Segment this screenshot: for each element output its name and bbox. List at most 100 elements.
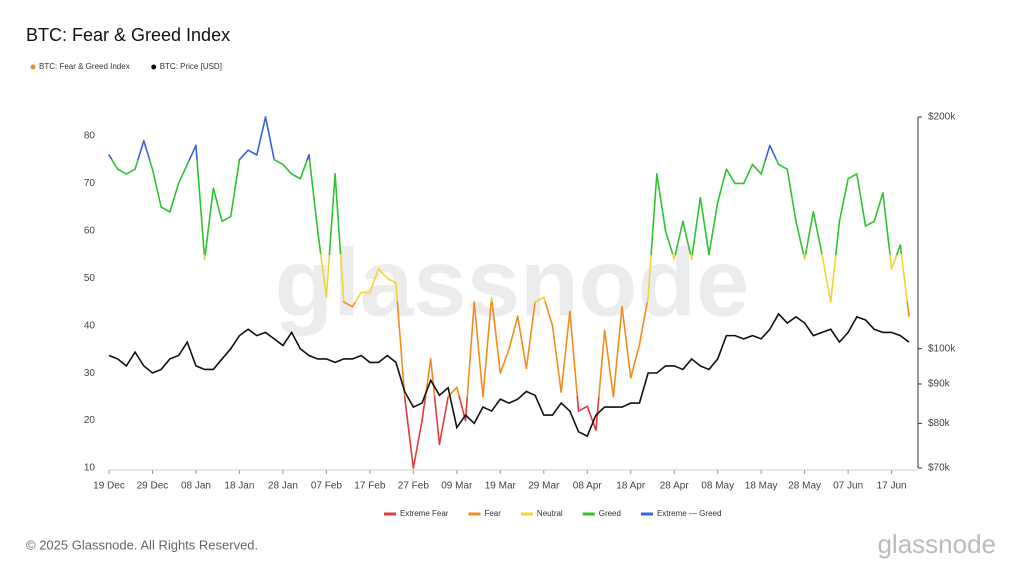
fear-greed-segment (290, 173, 302, 180)
fear-greed-segment (650, 173, 658, 256)
fear-greed-segment (148, 158, 154, 170)
fear-greed-segment (108, 154, 113, 161)
fear-greed-segment (804, 211, 815, 256)
fear-greed-segment (906, 301, 910, 318)
fear-greed-segment (516, 315, 528, 370)
fear-greed-segment (351, 301, 357, 308)
fear-greed-segment (299, 158, 309, 180)
fear-greed-segment (320, 253, 328, 299)
fear-greed-segment (576, 396, 580, 412)
fear-greed-segment (395, 282, 399, 303)
fear-greed-segment (890, 253, 898, 270)
fear-greed-segment (847, 173, 858, 180)
fear-greed-segment (142, 139, 151, 161)
y2-tick-label: $90k (928, 379, 951, 390)
y2-tick-label: $70k (928, 463, 951, 474)
fear-greed-segment (598, 329, 606, 398)
fear-greed-segment (612, 305, 623, 398)
fear-greed-segment (764, 144, 771, 161)
fear-greed-segment (629, 343, 641, 379)
x-tick-label: 07 Jun (833, 481, 863, 492)
fear-greed-segment (682, 220, 692, 256)
fear-greed-segment (708, 201, 719, 256)
fear-greed-segment (464, 396, 469, 422)
fear-greed-segment (569, 310, 579, 398)
price-line (108, 312, 910, 438)
fear-greed-segment (369, 267, 380, 294)
fear-greed-segment (238, 149, 249, 161)
fear-greed-segment (899, 244, 903, 256)
x-tick-label: 19 Dec (93, 481, 125, 492)
fear-greed-segment (334, 173, 342, 256)
y-tick-label: 70 (84, 178, 96, 189)
fear-greed-segment (137, 139, 145, 161)
x-tick-label: 18 Apr (616, 481, 646, 492)
fear-greed-segment (247, 149, 258, 156)
y-tick-label: 10 (84, 463, 96, 474)
fear-greed-segment (421, 396, 427, 422)
fear-greed-segment (889, 253, 893, 270)
fear-greed-segment (188, 144, 197, 161)
fear-greed-segment (560, 310, 571, 393)
footer: © 2025 Glassnode. All Rights Reserved. (26, 537, 258, 552)
fear-greed-segment (308, 158, 319, 232)
fear-greed-segment (151, 168, 162, 208)
y-tick-label: 50 (84, 273, 96, 284)
fear-greed-segment (812, 211, 823, 256)
fear-greed-segment (674, 220, 684, 256)
legend-marker (151, 64, 157, 70)
fear-greed-segment (821, 253, 832, 303)
fear-greed-segment (125, 168, 136, 175)
legend-label: BTC: Fear & Greed Index (39, 62, 130, 71)
fear-greed-segment (882, 192, 891, 256)
zone-legend-label: Greed (599, 509, 621, 518)
y-tick-label: 20 (84, 415, 96, 426)
x-tick-label: 08 Jan (181, 481, 211, 492)
fear-greed-segment (328, 173, 336, 256)
fear-greed-segment (725, 168, 736, 185)
zone-legend-label: Extreme — Greed (657, 509, 721, 518)
legend-marker (30, 64, 36, 70)
x-tick-label: 28 May (788, 481, 821, 492)
fear-greed-segment (229, 158, 241, 218)
fear-greed-segment (429, 358, 436, 398)
fear-greed-segment (491, 301, 502, 374)
fear-greed-segment (777, 163, 789, 170)
x-tick-label: 17 Jun (877, 481, 907, 492)
zone-legend-label: Neutral (537, 509, 563, 518)
fear-greed-segment (403, 396, 415, 469)
fear-greed-segment (325, 253, 331, 299)
fear-greed-segment (795, 220, 805, 256)
x-tick-label: 08 May (701, 481, 734, 492)
fear-greed-segment (699, 196, 710, 256)
fear-greed-segment (377, 267, 389, 280)
y-tick-label: 30 (84, 368, 96, 379)
fear-greed-segment (760, 158, 767, 175)
fear-greed-segment (396, 301, 406, 398)
y-tick-label: 60 (84, 225, 96, 236)
fear-greed-segment (433, 396, 441, 446)
x-tick-label: 29 Dec (137, 481, 169, 492)
fear-greed-segment (499, 348, 510, 374)
x-tick-label: 19 Mar (485, 481, 517, 492)
fear-greed-segment (456, 386, 461, 398)
fear-greed-segment (835, 220, 841, 256)
fear-greed-segment (638, 301, 649, 346)
y-tick-label: 80 (84, 131, 96, 142)
fear-greed-segment (786, 168, 797, 223)
fear-greed-segment (508, 315, 519, 351)
fear-greed-segment (586, 405, 597, 431)
fear-greed-segment (873, 192, 884, 223)
fear-greed-segment (525, 301, 536, 370)
x-tick-label: 18 May (745, 481, 778, 492)
x-tick-label: 18 Jan (224, 481, 254, 492)
fear-greed-segment (856, 173, 867, 227)
fear-greed-segment (386, 277, 397, 284)
fear-greed-segment (542, 296, 547, 303)
fear-greed-segment (438, 396, 449, 446)
x-tick-label: 28 Apr (660, 481, 690, 492)
fear-greed-segment (316, 230, 322, 256)
fear-greed-segment (256, 116, 267, 156)
y2-tick-label: $200k (928, 112, 956, 123)
x-tick-label: 09 Mar (441, 481, 473, 492)
